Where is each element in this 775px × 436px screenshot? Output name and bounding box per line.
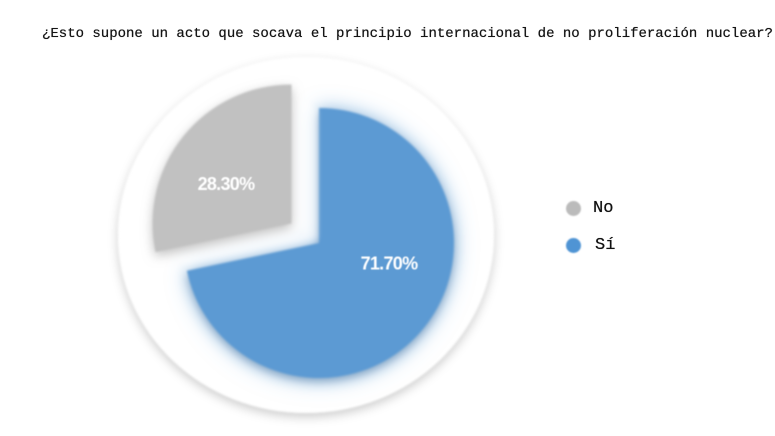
svg-text:28.30%: 28.30% (198, 174, 256, 194)
svg-text:71.70%: 71.70% (361, 253, 419, 273)
